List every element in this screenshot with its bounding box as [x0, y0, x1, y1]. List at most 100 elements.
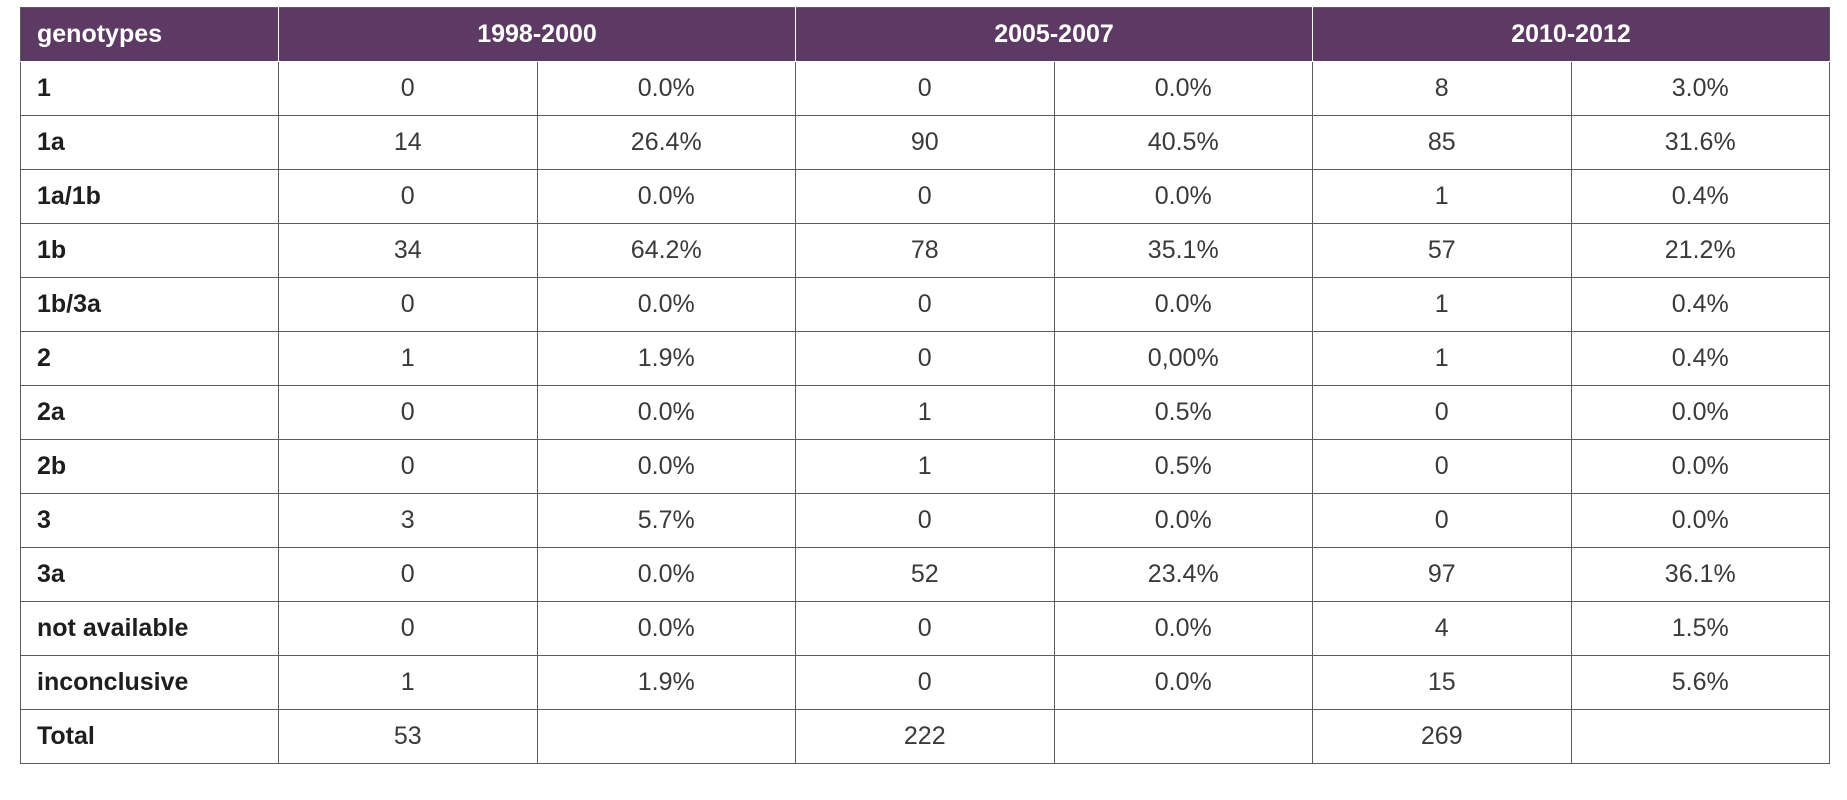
- row-label: 1a/1b: [20, 169, 279, 224]
- count-cell: 0: [795, 277, 1055, 332]
- row-label: not available: [20, 601, 279, 656]
- header-period-2005-2007: 2005-2007: [795, 7, 1313, 62]
- percent-cell: 0.0%: [536, 601, 796, 656]
- percent-cell: 0.5%: [1053, 385, 1313, 440]
- table-row: 1a 14 26.4% 90 40.5% 85 31.6%: [20, 115, 1830, 170]
- percent-cell: [1570, 709, 1830, 764]
- count-cell: 15: [1312, 655, 1572, 710]
- table-row: 2 1 1.9% 0 0,00% 1 0.4%: [20, 331, 1830, 386]
- count-cell: 78: [795, 223, 1055, 278]
- percent-cell: 0.0%: [536, 439, 796, 494]
- percent-cell: [536, 709, 796, 764]
- count-cell: 0: [795, 493, 1055, 548]
- table-row: 1 0 0.0% 0 0.0% 8 3.0%: [20, 61, 1830, 116]
- row-label: inconclusive: [20, 655, 279, 710]
- count-cell: 97: [1312, 547, 1572, 602]
- count-cell: 0: [278, 439, 538, 494]
- count-cell: 0: [795, 655, 1055, 710]
- count-cell: 14: [278, 115, 538, 170]
- count-cell: 3: [278, 493, 538, 548]
- header-period-2010-2012: 2010-2012: [1312, 7, 1830, 62]
- percent-cell: 1.9%: [536, 655, 796, 710]
- percent-cell: 0.0%: [1570, 439, 1830, 494]
- percent-cell: 0,00%: [1053, 331, 1313, 386]
- header-genotypes: genotypes: [20, 7, 279, 62]
- row-label: 1b: [20, 223, 279, 278]
- percent-cell: 0.0%: [1053, 601, 1313, 656]
- count-cell: 0: [278, 601, 538, 656]
- row-label: 2a: [20, 385, 279, 440]
- percent-cell: 1.5%: [1570, 601, 1830, 656]
- percent-cell: 0.0%: [1053, 61, 1313, 116]
- count-cell: 4: [1312, 601, 1572, 656]
- percent-cell: 0.0%: [1053, 277, 1313, 332]
- percent-cell: 64.2%: [536, 223, 796, 278]
- percent-cell: [1053, 709, 1313, 764]
- count-cell: 0: [278, 61, 538, 116]
- row-label: 3: [20, 493, 279, 548]
- count-cell: 0: [278, 169, 538, 224]
- table-row: 2a 0 0.0% 1 0.5% 0 0.0%: [20, 385, 1830, 440]
- count-cell: 0: [1312, 439, 1572, 494]
- percent-cell: 0.0%: [1570, 385, 1830, 440]
- percent-cell: 0.0%: [536, 547, 796, 602]
- percent-cell: 35.1%: [1053, 223, 1313, 278]
- row-label: 1b/3a: [20, 277, 279, 332]
- count-cell: 269: [1312, 709, 1572, 764]
- table-row: 1a/1b 0 0.0% 0 0.0% 1 0.4%: [20, 169, 1830, 224]
- header-period-1998-2000: 1998-2000: [278, 7, 796, 62]
- percent-cell: 23.4%: [1053, 547, 1313, 602]
- count-cell: 34: [278, 223, 538, 278]
- percent-cell: 0.0%: [536, 61, 796, 116]
- row-label: Total: [20, 709, 279, 764]
- percent-cell: 1.9%: [536, 331, 796, 386]
- percent-cell: 5.7%: [536, 493, 796, 548]
- row-label: 2b: [20, 439, 279, 494]
- percent-cell: 0.4%: [1570, 331, 1830, 386]
- table-row: 3a 0 0.0% 52 23.4% 97 36.1%: [20, 547, 1830, 602]
- table-row: 1b 34 64.2% 78 35.1% 57 21.2%: [20, 223, 1830, 278]
- table-row: 1b/3a 0 0.0% 0 0.0% 1 0.4%: [20, 277, 1830, 332]
- count-cell: 0: [278, 547, 538, 602]
- percent-cell: 0.4%: [1570, 277, 1830, 332]
- count-cell: 0: [278, 385, 538, 440]
- count-cell: 1: [278, 655, 538, 710]
- row-label: 1: [20, 61, 279, 116]
- count-cell: 0: [795, 169, 1055, 224]
- table-row: Total 53 222 269: [20, 709, 1830, 764]
- count-cell: 222: [795, 709, 1055, 764]
- percent-cell: 0.0%: [1053, 169, 1313, 224]
- table-row: 2b 0 0.0% 1 0.5% 0 0.0%: [20, 439, 1830, 494]
- row-label: 3a: [20, 547, 279, 602]
- count-cell: 90: [795, 115, 1055, 170]
- percent-cell: 0.0%: [536, 277, 796, 332]
- row-label: 2: [20, 331, 279, 386]
- count-cell: 85: [1312, 115, 1572, 170]
- count-cell: 0: [1312, 385, 1572, 440]
- table-row: inconclusive 1 1.9% 0 0.0% 15 5.6%: [20, 655, 1830, 710]
- percent-cell: 3.0%: [1570, 61, 1830, 116]
- row-label: 1a: [20, 115, 279, 170]
- percent-cell: 0.0%: [1570, 493, 1830, 548]
- percent-cell: 0.0%: [536, 169, 796, 224]
- count-cell: 52: [795, 547, 1055, 602]
- count-cell: 1: [278, 331, 538, 386]
- percent-cell: 0.0%: [1053, 655, 1313, 710]
- percent-cell: 31.6%: [1570, 115, 1830, 170]
- percent-cell: 40.5%: [1053, 115, 1313, 170]
- percent-cell: 36.1%: [1570, 547, 1830, 602]
- count-cell: 8: [1312, 61, 1572, 116]
- count-cell: 1: [1312, 331, 1572, 386]
- table-row: not available 0 0.0% 0 0.0% 4 1.5%: [20, 601, 1830, 656]
- genotype-distribution-table: genotypes 1998-2000 2005-2007 2010-2012 …: [20, 7, 1830, 764]
- count-cell: 1: [795, 385, 1055, 440]
- count-cell: 53: [278, 709, 538, 764]
- table-header-row: genotypes 1998-2000 2005-2007 2010-2012: [20, 7, 1830, 62]
- count-cell: 1: [795, 439, 1055, 494]
- percent-cell: 0.5%: [1053, 439, 1313, 494]
- percent-cell: 0.0%: [1053, 493, 1313, 548]
- count-cell: 57: [1312, 223, 1572, 278]
- table-row: 3 3 5.7% 0 0.0% 0 0.0%: [20, 493, 1830, 548]
- count-cell: 1: [1312, 277, 1572, 332]
- count-cell: 0: [278, 277, 538, 332]
